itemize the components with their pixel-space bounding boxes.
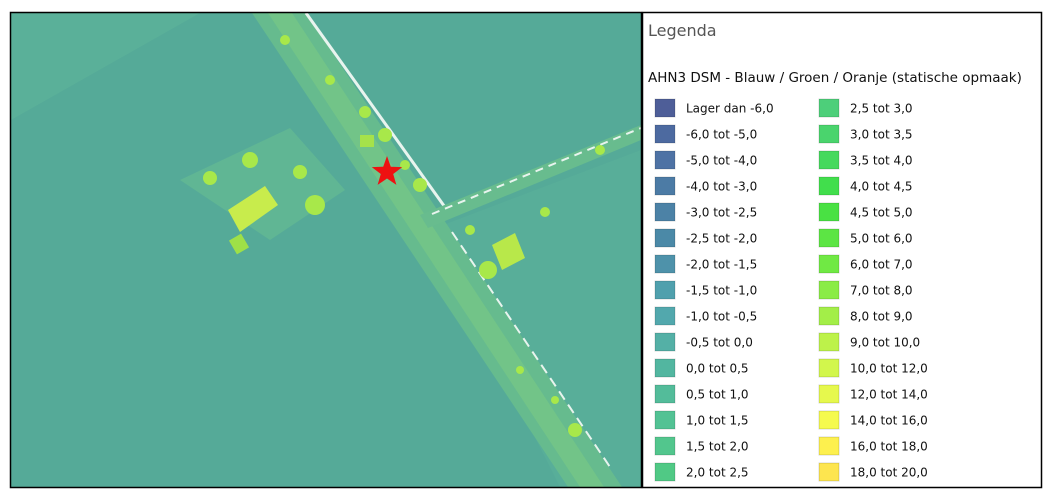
legend-swatch xyxy=(654,462,676,482)
legend-swatch xyxy=(654,436,676,456)
legend-label: 0,0 tot 0,5 xyxy=(686,362,749,376)
trees xyxy=(203,35,605,437)
field xyxy=(430,150,641,487)
legend-swatch xyxy=(654,306,676,326)
legend-label: 2,5 tot 3,0 xyxy=(850,102,913,116)
legend-label: 6,0 tot 7,0 xyxy=(850,258,913,272)
legend-label: 1,5 tot 2,0 xyxy=(686,440,749,454)
legend-label: 2,0 tot 2,5 xyxy=(686,466,749,480)
legend-swatch xyxy=(818,124,840,144)
legend-swatch xyxy=(818,254,840,274)
building xyxy=(360,135,374,147)
legend-swatch xyxy=(818,436,840,456)
legend-swatch xyxy=(654,228,676,248)
legend-swatch xyxy=(654,280,676,300)
legend-label: 10,0 tot 12,0 xyxy=(850,362,928,376)
legend-label: -4,0 tot -3,0 xyxy=(686,180,757,194)
legend-panel xyxy=(641,11,1043,489)
legend-swatch xyxy=(654,384,676,404)
legend-swatch xyxy=(818,306,840,326)
legend-swatch xyxy=(654,124,676,144)
legend-swatch xyxy=(818,280,840,300)
legend-label: 0,5 tot 1,0 xyxy=(686,388,749,402)
legend-swatch xyxy=(818,228,840,248)
legend-label: 1,0 tot 1,5 xyxy=(686,414,749,428)
legend-label: 8,0 tot 9,0 xyxy=(850,310,913,324)
road-edge xyxy=(304,13,449,211)
layer-title: AHN3 DSM - Blauw / Groen / Oranje (stati… xyxy=(648,70,1022,86)
map xyxy=(11,13,641,487)
legend-label: 12,0 tot 14,0 xyxy=(850,388,928,402)
legend-label: -5,0 tot -4,0 xyxy=(686,154,757,168)
legend-swatch xyxy=(654,98,676,118)
legend-swatch xyxy=(818,176,840,196)
legend-label: -1,0 tot -0,5 xyxy=(686,310,757,324)
legend-label: Lager dan -6,0 xyxy=(686,102,774,116)
legend-swatch xyxy=(818,202,840,222)
legend-label: 5,0 tot 6,0 xyxy=(850,232,913,246)
side-road xyxy=(420,125,641,228)
legend-swatch xyxy=(818,332,840,352)
legend-label: 4,0 tot 4,5 xyxy=(850,180,913,194)
building xyxy=(492,233,525,270)
legend-swatch xyxy=(818,98,840,118)
road-edge xyxy=(431,127,641,215)
legend-swatch xyxy=(818,150,840,170)
yard xyxy=(180,128,345,240)
legend-items: Lager dan -6,0 -6,0 tot -5,0 -5,0 tot -4,0… xyxy=(654,98,928,482)
legend-swatch xyxy=(654,332,676,352)
legend-label: -2,5 tot -2,0 xyxy=(686,232,757,246)
legend-label: 14,0 tot 16,0 xyxy=(850,414,928,428)
legend-swatch xyxy=(818,410,840,430)
legend-swatch xyxy=(818,462,840,482)
legend-label: 7,0 tot 8,0 xyxy=(850,284,913,298)
legend-swatch xyxy=(654,410,676,430)
legend-label: 3,0 tot 3,5 xyxy=(850,128,913,142)
legend-swatch xyxy=(654,202,676,222)
legend-label: -2,0 tot -1,5 xyxy=(686,258,757,272)
legend-label: 16,0 tot 18,0 xyxy=(850,440,928,454)
legend-title: Legenda xyxy=(648,21,717,40)
location-marker xyxy=(371,156,403,185)
building xyxy=(228,186,278,232)
legend-label: 4,5 tot 5,0 xyxy=(850,206,913,220)
legend-label: 3,5 tot 4,0 xyxy=(850,154,913,168)
legend-label: -1,5 tot -1,0 xyxy=(686,284,757,298)
legend-label: -0,5 tot 0,0 xyxy=(686,336,753,350)
legend-swatch xyxy=(654,358,676,378)
legend-label: 9,0 tot 10,0 xyxy=(850,336,920,350)
legend-label: 18,0 tot 20,0 xyxy=(850,466,928,480)
legend-swatch xyxy=(654,254,676,274)
legend-swatch xyxy=(654,176,676,196)
map-frame xyxy=(9,11,643,489)
building xyxy=(228,233,250,255)
legend-label: -6,0 tot -5,0 xyxy=(686,128,757,142)
legend-label: -3,0 tot -2,5 xyxy=(686,206,757,220)
legend-swatch xyxy=(654,150,676,170)
legend-swatch xyxy=(818,358,840,378)
field xyxy=(11,13,200,120)
legend-swatch xyxy=(818,384,840,404)
